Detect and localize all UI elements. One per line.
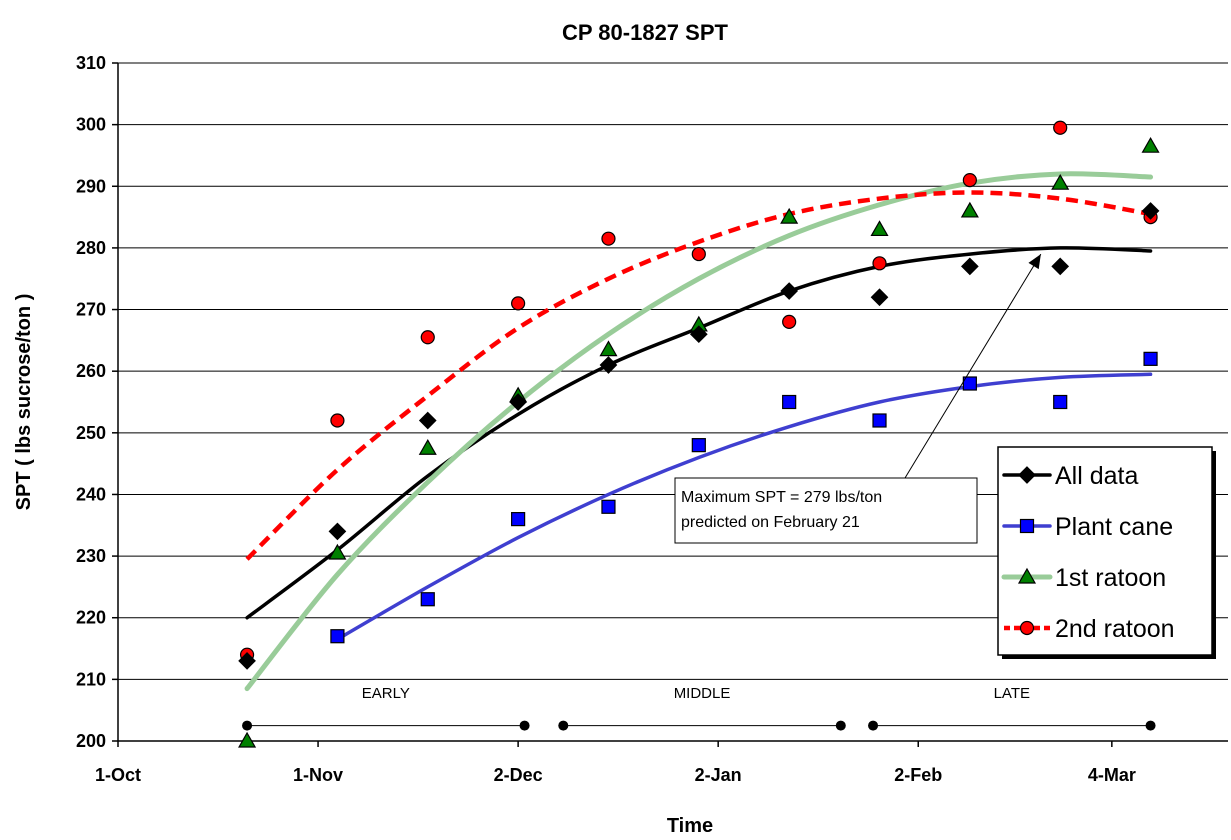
y-tick-label: 210 <box>76 669 106 689</box>
point-plant-cane <box>330 629 345 644</box>
point-2nd-ratoon <box>511 296 526 311</box>
y-tick-label: 260 <box>76 361 106 381</box>
point-1st-ratoon <box>960 201 979 218</box>
point-1st-ratoon <box>780 207 799 224</box>
point-all-data <box>418 411 437 430</box>
x-tick-label: 2-Feb <box>894 765 942 785</box>
x-axis-title: Time <box>667 815 713 837</box>
period-start-dot <box>242 720 253 731</box>
trendline-1st-ratoon <box>244 171 1154 692</box>
point-all-data <box>238 652 256 670</box>
point-2nd-ratoon <box>1053 120 1068 135</box>
legend-label: All data <box>1055 462 1138 490</box>
legend-swatch-marker <box>1019 518 1035 534</box>
point-plant-cane <box>962 376 977 391</box>
annotation-text: predicted on February 21 <box>681 514 860 531</box>
annotation-arrow <box>904 253 1042 479</box>
y-tick-label: 270 <box>76 300 106 320</box>
period-end-dot <box>835 720 846 731</box>
point-1st-ratoon <box>599 340 618 357</box>
annotation-arrowhead <box>1028 254 1041 270</box>
point-plant-cane <box>601 499 616 514</box>
point-all-data <box>780 282 799 300</box>
legend-box <box>997 446 1213 656</box>
point-2nd-ratoon <box>962 173 977 188</box>
data-points <box>238 120 1160 748</box>
point-1st-ratoon <box>418 439 437 455</box>
trend-lines <box>244 171 1154 692</box>
point-2nd-ratoon <box>420 330 435 345</box>
legend-label: 1st ratoon <box>1055 564 1166 592</box>
point-1st-ratoon <box>1051 173 1070 190</box>
point-plant-cane <box>691 438 706 453</box>
period-start-dot <box>868 720 879 731</box>
point-plant-cane <box>420 592 435 607</box>
point-all-data <box>870 288 889 307</box>
y-tick-label: 300 <box>76 115 106 135</box>
annotation: Maximum SPT = 279 lbs/ton predicted on Fe… <box>674 253 1042 544</box>
legend: All data Plant cane 1st ratoon 2nd ratoon <box>997 446 1216 659</box>
x-tick-label: 1-Nov <box>293 765 343 785</box>
point-plant-cane <box>511 512 526 527</box>
y-tick-label: 200 <box>76 731 106 751</box>
y-tick-label: 310 <box>76 53 106 73</box>
legend-label: Plant cane <box>1055 513 1173 541</box>
point-plant-cane <box>782 394 797 410</box>
x-tick-label: 1-Oct <box>95 765 141 785</box>
x-tick-label: 2-Dec <box>494 765 543 785</box>
point-2nd-ratoon <box>330 413 345 428</box>
point-all-data <box>328 522 347 541</box>
y-tick-label: 250 <box>76 423 106 443</box>
trendline-all-data <box>245 246 1153 620</box>
point-2nd-ratoon <box>782 314 797 329</box>
y-tick-label: 280 <box>76 238 106 258</box>
point-all-data <box>1051 257 1070 276</box>
point-all-data <box>1141 202 1160 220</box>
x-tick-label: 4-Mar <box>1088 765 1136 785</box>
point-all-data <box>689 325 708 344</box>
point-plant-cane <box>1143 351 1158 366</box>
y-tick-label: 220 <box>76 608 106 628</box>
point-all-data <box>509 393 527 411</box>
trendline-2nd-ratoon <box>245 190 1151 561</box>
y-axis: 200 210 220 230 240 250 260 270 280 290 300 310 <box>76 53 119 751</box>
point-2nd-ratoon <box>691 246 706 262</box>
point-plant-cane <box>872 413 887 428</box>
period-markers: EARLY MIDDLE LATE <box>242 685 1156 731</box>
point-plant-cane <box>1053 394 1068 410</box>
point-1st-ratoon <box>870 220 889 237</box>
period-end-dot <box>1145 720 1156 731</box>
y-axis-title: SPT ( lbs sucrose/ton ) <box>13 294 35 511</box>
legend-swatch-marker <box>1018 466 1036 484</box>
x-tick-label: 2-Jan <box>695 765 742 785</box>
period-end-dot <box>519 720 530 731</box>
x-axis: 1-Oct 1-Nov 2-Dec 2-Jan 2-Feb 4-Mar <box>95 740 1228 785</box>
point-2nd-ratoon <box>872 256 887 271</box>
point-all-data <box>961 257 979 276</box>
point-1st-ratoon <box>238 731 257 748</box>
point-1st-ratoon <box>1141 136 1160 153</box>
legend-label: 2nd ratoon <box>1055 615 1175 643</box>
y-tick-label: 290 <box>76 176 106 196</box>
y-tick-label: 230 <box>76 546 106 566</box>
point-1st-ratoon <box>328 543 347 560</box>
point-2nd-ratoon <box>601 231 616 246</box>
trendline-plant-cane <box>335 372 1153 642</box>
point-all-data <box>599 356 618 374</box>
legend-swatch-marker <box>1019 620 1035 636</box>
chart-title: CP 80-1827 SPT <box>562 20 728 45</box>
period-label: MIDDLE <box>674 685 731 702</box>
y-tick-label: 240 <box>76 484 106 504</box>
annotation-text: Maximum SPT = 279 lbs/ton <box>681 489 882 506</box>
period-label: LATE <box>994 685 1030 702</box>
period-label: EARLY <box>362 685 410 702</box>
period-start-dot <box>558 720 569 731</box>
legend-swatch-marker <box>1017 567 1037 584</box>
annotation-box <box>674 477 978 544</box>
